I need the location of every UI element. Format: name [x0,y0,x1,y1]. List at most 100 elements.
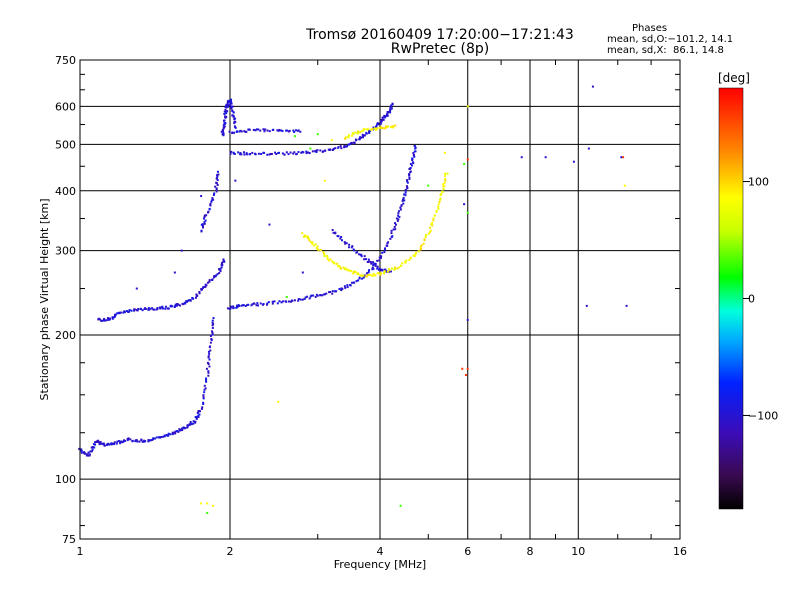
data-point [215,187,218,190]
data-point [297,129,300,132]
data-point [331,148,334,151]
data-point [401,199,404,202]
x-tick-label: 10 [571,545,585,558]
data-point [406,180,409,183]
data-point [266,129,269,132]
data-point [379,272,382,275]
data-point [392,228,395,231]
data-point [343,268,346,271]
data-point [362,134,365,137]
data-point [376,123,379,126]
data-point [218,272,221,275]
data-point [340,267,343,270]
data-point [335,290,338,293]
data-point [262,303,265,306]
data-point [254,153,257,156]
data-point [378,267,381,270]
data-point [572,160,575,163]
data-point [343,144,346,147]
data-point [343,241,346,244]
data-point [103,317,106,320]
data-point [355,138,358,141]
data-point [244,304,247,307]
data-point [202,401,205,404]
data-point [233,131,236,134]
data-point [404,191,407,194]
data-point [211,333,214,336]
data-point [113,441,116,444]
data-point [224,122,227,125]
data-point [386,242,389,245]
data-point [227,104,230,107]
x-tick-label: 4 [377,545,384,558]
data-point [622,156,625,159]
data-point [331,260,334,263]
data-point [151,307,154,310]
data-point [253,302,256,305]
data-point [412,153,415,156]
data-point [377,272,380,275]
data-point [200,229,203,232]
phases-mean-o: mean, sd,O:−101.2, 14.1 [607,34,734,45]
data-point [396,267,399,270]
data-point [206,361,209,364]
data-point [116,312,119,315]
data-point [367,258,370,261]
data-point [94,443,97,446]
data-point [423,238,426,241]
data-point [334,147,337,150]
data-point [343,146,346,149]
data-point [337,265,340,268]
data-point [386,270,389,273]
data-point [216,170,219,173]
data-point [88,453,91,456]
data-point [376,272,379,275]
data-point [339,237,342,240]
data-point [355,280,358,283]
data-point [372,267,375,270]
data-point [444,177,447,180]
data-point [116,440,119,443]
data-point [93,446,96,449]
data-point [331,229,334,232]
data-point [350,246,353,249]
data-point [307,151,310,154]
data-point [202,217,205,220]
y-tick-label: 200 [55,329,76,342]
data-point [380,126,383,129]
data-point [209,345,212,348]
data-point [310,241,313,244]
data-point [370,128,373,131]
data-point [312,294,315,297]
data-point [332,231,335,234]
data-point [209,334,212,337]
data-point [137,308,140,311]
data-point [367,270,370,273]
data-point [433,214,436,217]
data-point [128,309,131,312]
data-point [301,232,304,235]
data-point [394,223,397,226]
data-point [97,441,100,444]
data-point [139,308,142,311]
data-point [360,130,363,133]
data-point [295,152,298,155]
data-point [385,114,388,117]
data-point [392,126,395,129]
data-point [466,158,469,161]
data-point [207,350,210,353]
y-tick-label: 400 [55,185,76,198]
data-point [409,162,412,165]
data-point [214,185,217,188]
data-point [186,424,189,427]
data-point [195,415,198,418]
data-point [463,162,466,165]
data-point [289,151,292,154]
data-point [266,302,269,305]
data-point [222,124,225,127]
data-point [180,249,183,252]
data-point [408,176,411,179]
data-point [415,251,418,254]
data-point [396,219,399,222]
data-point [207,362,210,365]
